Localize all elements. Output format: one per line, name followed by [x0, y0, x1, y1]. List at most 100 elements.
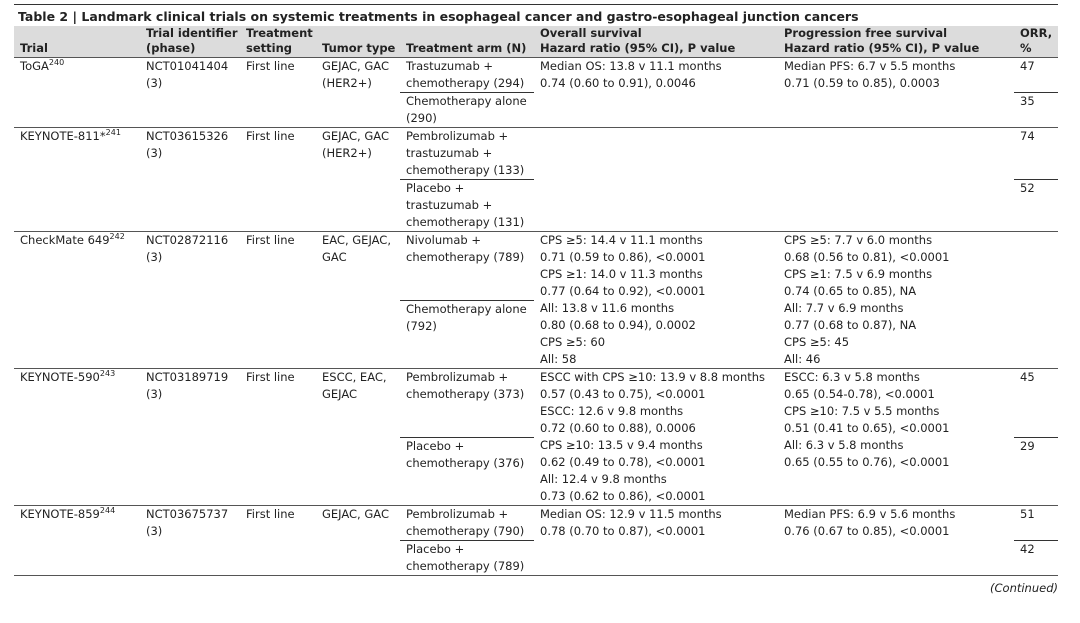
treatment-arm: Trastuzumab + chemotherapy (294)	[406, 59, 525, 90]
header-line: Tumor type	[322, 41, 396, 55]
table-title: Table 2 | Landmark clinical trials on sy…	[14, 4, 1058, 26]
trial-cell: KEYNOTE-811*241	[14, 127, 140, 232]
tumor-type: GEJAC, GAC (HER2+)	[322, 129, 389, 160]
tumor-type: GEJAC, GAC (HER2+)	[322, 59, 389, 90]
treatment-arm: Nivolumab + chemotherapy (789)	[406, 233, 525, 264]
trial-name: ToGA	[20, 59, 49, 73]
os-cell: Median OS: 13.8 v 11.1 months 0.74 (0.60 …	[534, 57, 778, 128]
trial-phase: (3)	[146, 387, 163, 401]
arm-cell: Chemotherapy alone (792)	[400, 300, 534, 369]
header-line: setting	[246, 41, 292, 55]
setting-cell: First line	[240, 57, 316, 128]
orr-cell: 29	[1014, 437, 1058, 506]
header-row: Trial Trial identifier (phase) Treatment set…	[14, 26, 1058, 58]
column-header: Progression free survival Hazard ratio (9…	[778, 26, 1014, 58]
orr-value: 47	[1020, 59, 1035, 73]
trial-phase: (3)	[146, 76, 163, 90]
orr-value: 52	[1020, 181, 1035, 195]
orr-cell: 45	[1014, 368, 1058, 438]
orr-cell: 42	[1014, 540, 1058, 576]
trial-name: KEYNOTE-859	[20, 507, 100, 521]
treatment-arm: Pembrolizumab + chemotherapy (790)	[406, 507, 525, 538]
trial-row: Chemotherapy alone (792)	[14, 300, 1058, 369]
trial-cell: ToGA240	[14, 57, 140, 128]
header-line: Trial	[20, 41, 48, 55]
treatment-arm: Chemotherapy alone (792)	[406, 301, 527, 333]
trial-name: KEYNOTE-811*	[20, 129, 106, 143]
orr-cell: 51	[1014, 505, 1058, 541]
trial-phase: (3)	[146, 524, 163, 538]
os-line: 0.73 (0.62 to 0.86), <0.0001	[540, 489, 706, 503]
column-header: Trial identifier (phase)	[140, 26, 240, 58]
trial-name: KEYNOTE-590	[20, 370, 100, 384]
os-line: 0.57 (0.43 to 0.75), <0.0001	[540, 387, 706, 401]
trial-ref: 241	[105, 128, 121, 138]
trial-row: KEYNOTE-590243 NCT03189719 (3) First line ES…	[14, 368, 1058, 506]
treatment-setting: First line	[246, 59, 295, 73]
arm-cell: Placebo + trastuzumab + chemotherapy (13…	[400, 179, 534, 232]
identifier-cell: NCT01041404 (3)	[140, 57, 240, 128]
trial-ref: 242	[109, 232, 125, 242]
trial-ref: 244	[99, 506, 116, 516]
pfs-line: 0.77 (0.68 to 0.87), NA	[784, 318, 917, 332]
treatment-arm: Placebo + chemotherapy (376)	[406, 438, 525, 470]
orr-cell: 47	[1014, 57, 1058, 93]
tumor-cell: GEJAC, GAC (HER2+)	[316, 57, 400, 128]
os-cell: ESCC with CPS ≥10: 13.9 v 8.8 months 0.57…	[534, 368, 778, 506]
arm-cell: Placebo + chemotherapy (789)	[400, 540, 534, 576]
orr-value: 45	[1020, 370, 1035, 384]
column-header: ORR,%	[1014, 26, 1058, 58]
treatment-setting: First line	[246, 370, 295, 384]
pfs-line: 0.65 (0.55 to 0.76), <0.0001	[784, 455, 950, 469]
os-line: 0.77 (0.64 to 0.92), <0.0001	[540, 284, 706, 298]
arm-cell: Placebo + chemotherapy (376)	[400, 437, 534, 506]
tumor-cell: GEJAC, GAC (HER2+)	[316, 127, 400, 232]
header-line: Hazard ratio (95% CI), P value	[540, 41, 736, 55]
orr-value: 74	[1020, 129, 1035, 143]
arm-cell: Chemotherapy alone (290)	[400, 92, 534, 128]
tumor-cell: GEJAC, GAC	[316, 505, 400, 576]
tumor-type: EAC, GEJAC, GAC	[322, 233, 391, 264]
header-line: %	[1020, 41, 1032, 55]
tumor-cell: EAC, GEJAC, GAC	[316, 231, 400, 369]
trial-row: Placebo + chemotherapy (789) 42	[14, 540, 1058, 576]
os-line: 0.71 (0.59 to 0.86), <0.0001	[540, 250, 706, 264]
os-line: CPS ≥5: 14.4 v 11.1 months	[540, 233, 703, 247]
os-line: ESCC with CPS ≥10: 13.9 v 8.8 months	[540, 370, 766, 384]
trials-table: Trial Trial identifier (phase) Treatment set…	[14, 26, 1058, 576]
column-header: Treatment arm (N)	[400, 26, 534, 58]
trial-row: CheckMate 649242 NCT02872116 (3) First line…	[14, 231, 1058, 369]
os-cell: CPS ≥5: 14.4 v 11.1 months 0.71 (0.59 to …	[534, 231, 778, 369]
header-line: Treatment arm (N)	[406, 41, 527, 55]
orr-cell	[1014, 232, 1058, 301]
pfs-line: Median PFS: 6.7 v 5.5 months	[784, 59, 956, 73]
pfs-line: 0.74 (0.65 to 0.85), NA	[784, 284, 917, 298]
table-body: ToGA240 NCT01041404 (3) First line GEJAC, GA…	[14, 57, 1058, 576]
orr-value: 42	[1020, 542, 1035, 556]
trial-row: Chemotherapy alone (290) 35	[14, 92, 1058, 128]
treatment-arm: Pembrolizumab + chemotherapy (373)	[406, 370, 525, 401]
pfs-line: 0.51 (0.41 to 0.65), <0.0001	[784, 421, 950, 435]
setting-cell: First line	[240, 127, 316, 232]
trial-cell: KEYNOTE-859244	[14, 505, 140, 576]
arm-cell: Pembrolizumab + chemotherapy (373)	[400, 368, 534, 438]
pfs-cell: CPS ≥5: 7.7 v 6.0 months 0.68 (0.56 to 0.…	[778, 231, 1014, 369]
os-line: 0.80 (0.68 to 0.94), 0.0002	[540, 318, 696, 332]
pfs-line: 0.71 (0.59 to 0.85), 0.0003	[784, 76, 940, 90]
setting-cell: First line	[240, 368, 316, 506]
pfs-line: CPS ≥5: 7.7 v 6.0 months	[784, 233, 933, 247]
treatment-arm: Pembrolizumab + trastuzumab + chemothera…	[406, 129, 525, 177]
trial-row: KEYNOTE-811*241 NCT03615326 (3) First line G…	[14, 127, 1058, 232]
os-line: All: 12.4 v 9.8 months	[540, 472, 667, 486]
treatment-arm: Placebo + trastuzumab + chemotherapy (13…	[406, 181, 525, 229]
trial-name: CheckMate 649	[20, 233, 110, 247]
pfs-cell: ESCC: 6.3 v 5.8 months 0.65 (0.54-0.78), …	[778, 368, 1014, 506]
treatment-setting: First line	[246, 507, 295, 521]
trial-identifier: NCT03615326	[146, 129, 229, 143]
pfs-line: All: 46	[784, 352, 821, 366]
footer: (Continued)	[990, 581, 1058, 595]
header-line: (phase)	[146, 41, 196, 55]
trial-identifier: NCT03675737	[146, 507, 229, 521]
trial-identifier: NCT01041404	[146, 59, 229, 73]
treatment-arm: Chemotherapy alone (290)	[406, 94, 527, 125]
